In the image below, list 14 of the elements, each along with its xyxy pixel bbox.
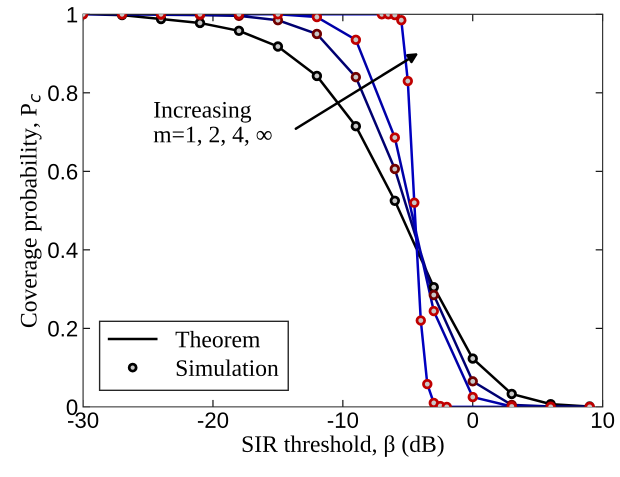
x-tick-label: -20	[198, 412, 228, 428]
y-tick-label: 0.2	[48, 320, 78, 337]
x-tick-label: 10	[592, 412, 614, 428]
y-tick-label: 1	[68, 7, 78, 22]
x-tick-label: -10	[328, 412, 358, 428]
x-axis-title: SIR threshold, β (dB)	[242, 435, 444, 457]
y-tick-label: 0.8	[48, 85, 78, 102]
x-tick-label: 0	[467, 412, 478, 428]
legend-label: Simulation	[176, 359, 278, 376]
y-axis-title: Coverage probability, P$_{c}$	[20, 94, 42, 328]
y-tick-label: 0.6	[48, 164, 78, 180]
y-tick-label: 0.4	[48, 242, 78, 258]
annotation: Increasing m=1, 2, 4, ∞	[154, 102, 272, 146]
legend-label: Theorem	[176, 330, 260, 348]
